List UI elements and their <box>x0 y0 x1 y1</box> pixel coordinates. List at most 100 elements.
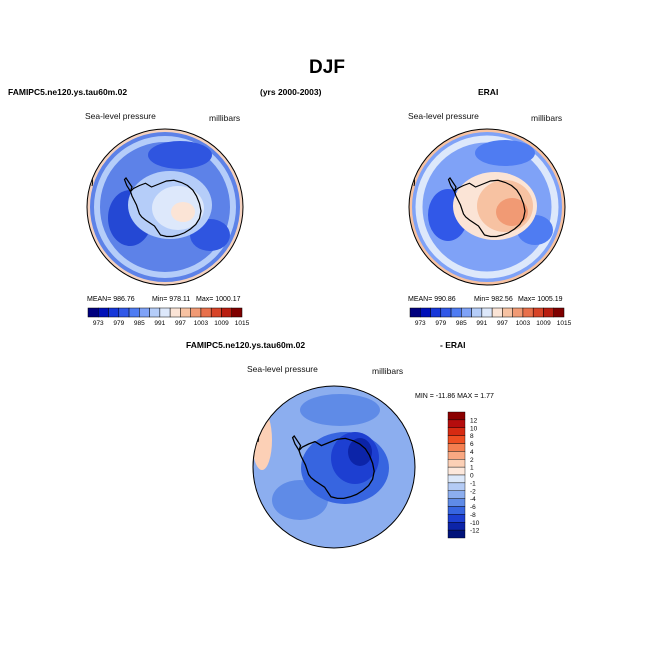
panel3-colorbar-swatch <box>447 529 466 539</box>
panel3-colorbar-swatch <box>447 459 466 468</box>
panel1-colorbar-swatch <box>169 307 181 318</box>
panel2-colorbar-swatch <box>502 307 513 318</box>
panel3-colorbar-tick-label: -1 <box>470 480 476 487</box>
panel2-min: Min= 982.56 <box>474 296 513 303</box>
panel1-colorbar-swatch <box>159 307 171 318</box>
panel3-units-label: millibars <box>372 366 404 376</box>
panel3-colorbar-swatch <box>447 427 466 436</box>
panel1-low-north <box>148 141 212 169</box>
panel2-high-peak <box>496 198 528 226</box>
panel2-colorbar-swatch <box>481 307 493 318</box>
panel2-colorbar-tick-label: 997 <box>497 320 508 327</box>
panel3-colorbar-swatch <box>447 443 466 452</box>
panel2-colorbar-swatch <box>409 307 421 318</box>
panel1-colorbar-tick-label: 991 <box>154 320 165 327</box>
panel2-colorbar-swatch <box>461 307 472 318</box>
panel2-colorbar-tick-label: 973 <box>415 320 426 327</box>
panel3-colorbar-swatch <box>447 474 466 484</box>
panel2-colorbar-tick-label: 979 <box>435 320 446 327</box>
panel2-colorbar-swatch <box>440 307 452 318</box>
panel2-variable-label: Sea-level pressure <box>408 111 479 121</box>
panel3-colorbar-tick-label: -6 <box>470 504 476 511</box>
panel1-mean: MEAN= 986.76 <box>87 296 135 303</box>
panel3-colorbar-tick-label: 10 <box>470 425 478 432</box>
panel2-colorbar-tick-label: 985 <box>456 320 467 327</box>
panel1-colorbar-swatch <box>98 307 109 318</box>
panel1-colorbar-tick-label: 985 <box>134 320 145 327</box>
panel3-colorbar-tick-label: 2 <box>470 457 474 464</box>
panel1-colorbar-swatch <box>190 307 202 318</box>
panel3-colorbar-swatch <box>447 498 466 507</box>
panel1-colorbar-tick-label: 1003 <box>194 320 209 327</box>
panel2-map <box>409 129 565 285</box>
panel3-colorbar-swatch <box>447 435 466 444</box>
figure-title: DJF <box>309 57 345 78</box>
panel3-colorbar-tick-label: 12 <box>470 417 478 424</box>
model-case-header: FAMIPC5.ne120.ys.tau60m.02 <box>8 87 128 97</box>
panel2-colorbar-swatch <box>522 307 534 318</box>
panel1-colorbar-tick-label: 973 <box>93 320 104 327</box>
years-header: (yrs 2000-2003) <box>260 87 322 97</box>
panel2-ring-2 <box>415 135 559 279</box>
panel1-colorbar-tick-label: 979 <box>113 320 124 327</box>
panel3-colorbar-swatch <box>447 419 466 428</box>
panel3-variable-label: Sea-level pressure <box>247 364 318 374</box>
panel1-colorbar-swatch <box>139 307 150 318</box>
panel2-colorbar-tick-label: 1003 <box>516 320 531 327</box>
panel3-colorbar-tick-label: 1 <box>470 465 474 472</box>
panel1-colorbar-tick-label: 1009 <box>214 320 229 327</box>
panel3-colorbar-tick-label: -12 <box>470 528 480 535</box>
panel3-colorbar-tick-label: -10 <box>470 520 480 527</box>
panel2-colorbar-swatch <box>553 307 565 318</box>
panel1-colorbar-swatch <box>118 307 130 318</box>
panel3-colorbar-swatch <box>447 522 466 531</box>
panel1-frame <box>86 128 244 286</box>
panel2-low-north <box>475 140 535 166</box>
panel2-frame <box>408 128 566 286</box>
panel3-colorbar-tick-label: -2 <box>470 488 476 495</box>
panel2-colorbar-swatch <box>512 307 524 318</box>
panel3-colorbar-tick-label: 8 <box>470 433 474 440</box>
panel3-neg-north <box>300 394 380 426</box>
panel1-colorbar-swatch <box>221 307 232 318</box>
panel3-colorbar-tick-label: 0 <box>470 473 474 480</box>
panel2-colorbar-swatch <box>430 307 442 318</box>
panel1-colorbar-tick-label: 1015 <box>235 320 250 327</box>
panel1-colorbar-swatch <box>149 307 161 318</box>
panel3-colorbar-swatch <box>447 451 466 460</box>
panel1-variable-label: Sea-level pressure <box>85 111 156 121</box>
panel3-colorbar-swatch <box>447 490 466 499</box>
panel1-colorbar-swatch <box>108 307 120 318</box>
panel3-colorbar-swatch <box>447 466 466 476</box>
panel3-minmax: MIN = -11.86 MAX = 1.77 <box>415 393 494 400</box>
panel3-colorbar-tick-label: 4 <box>470 449 474 456</box>
panel2-colorbar-swatch <box>471 307 483 318</box>
panel2-colorbar-tick-label: 1009 <box>536 320 551 327</box>
panel1-colorbar-swatch <box>128 307 140 318</box>
panel3-map <box>253 386 415 548</box>
panel3-colorbar-swatch <box>447 411 466 421</box>
panel2-max: Max= 1005.19 <box>518 296 563 303</box>
panel2-colorbar: 973 979 985 991 997 1003 1009 1015 <box>409 307 572 327</box>
panel2-colorbar-swatch <box>450 307 462 318</box>
diff-case-header: FAMIPC5.ne120.ys.tau60m.02 <box>186 340 306 350</box>
panel2-colorbar-swatch <box>420 307 431 318</box>
panel3-colorbar-swatch <box>447 482 466 491</box>
panel1-min: Min= 978.11 <box>152 296 191 303</box>
panel3-frame <box>252 385 416 549</box>
panel1-colorbar: 973 979 985 991 997 1003 1009 1015 <box>87 307 250 327</box>
diff-obs-header: - ERAI <box>440 340 466 350</box>
panel1-ring-2 <box>94 136 236 278</box>
panel3-colorbar-swatch <box>447 514 466 523</box>
panel2-colorbar-swatch <box>532 307 544 318</box>
obs-header: ERAI <box>478 87 499 97</box>
panel3-colorbar-tick-label: -8 <box>470 512 476 519</box>
panel2-colorbar-tick-label: 1015 <box>557 320 572 327</box>
panel2-colorbar-swatch <box>491 307 503 318</box>
panel1-colorbar-swatch <box>87 307 99 318</box>
panel1-units-label: millibars <box>209 113 241 123</box>
panel1-colorbar-tick-label: 997 <box>175 320 186 327</box>
panel2-colorbar-tick-label: 991 <box>476 320 487 327</box>
